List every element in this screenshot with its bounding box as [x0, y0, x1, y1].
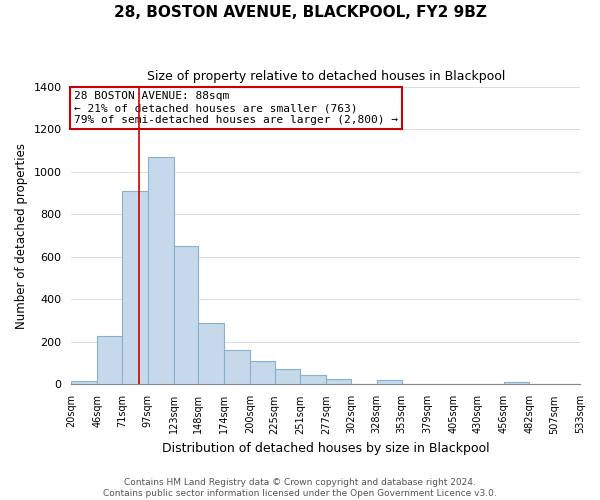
- Bar: [503, 382, 529, 384]
- Title: Size of property relative to detached houses in Blackpool: Size of property relative to detached ho…: [146, 70, 505, 83]
- Bar: [326, 379, 351, 384]
- Y-axis label: Number of detached properties: Number of detached properties: [15, 142, 28, 328]
- Text: Contains HM Land Registry data © Crown copyright and database right 2024.
Contai: Contains HM Land Registry data © Crown c…: [103, 478, 497, 498]
- Bar: [122, 191, 148, 384]
- Bar: [199, 323, 224, 384]
- Bar: [173, 246, 199, 384]
- Bar: [148, 157, 173, 384]
- Bar: [71, 382, 97, 384]
- Bar: [377, 380, 401, 384]
- Bar: [250, 361, 275, 384]
- Bar: [301, 375, 326, 384]
- Bar: [224, 350, 250, 384]
- Bar: [97, 336, 122, 384]
- Bar: [275, 368, 301, 384]
- X-axis label: Distribution of detached houses by size in Blackpool: Distribution of detached houses by size …: [162, 442, 490, 455]
- Text: 28, BOSTON AVENUE, BLACKPOOL, FY2 9BZ: 28, BOSTON AVENUE, BLACKPOOL, FY2 9BZ: [113, 5, 487, 20]
- Text: 28 BOSTON AVENUE: 88sqm
← 21% of detached houses are smaller (763)
79% of semi-d: 28 BOSTON AVENUE: 88sqm ← 21% of detache…: [74, 92, 398, 124]
